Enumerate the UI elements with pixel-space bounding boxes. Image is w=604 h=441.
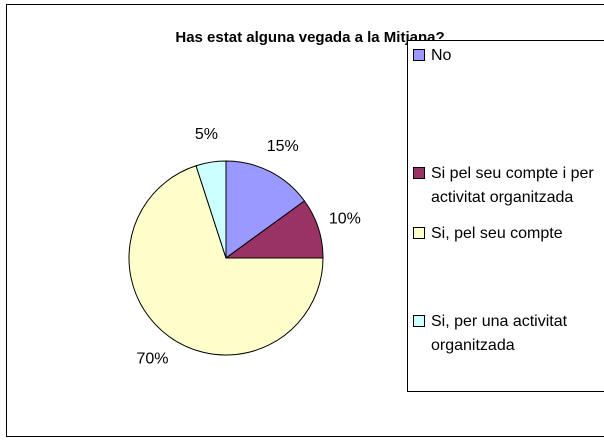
- data-label: 70%: [137, 350, 169, 367]
- legend-item: No: [413, 44, 604, 68]
- legend-label: Si pel seu compte i per activitat organi…: [431, 165, 594, 206]
- legend-label: Si, per una activitat organitzada: [431, 313, 568, 354]
- legend-label: Si, pel seu compte: [431, 225, 563, 242]
- pie-slice: [225, 160, 306, 259]
- pie-slice: [128, 165, 324, 356]
- pie-slice: [195, 160, 227, 259]
- legend-swatch: [413, 315, 425, 327]
- legend-label: No: [431, 47, 452, 64]
- legend-swatch: [413, 49, 425, 61]
- legend-swatch: [413, 227, 425, 239]
- legend: No Si pel seu compte i per activitat orga…: [407, 40, 604, 392]
- data-label: 15%: [267, 138, 299, 155]
- data-label: 10%: [329, 211, 361, 228]
- legend-item: Si, pel seu compte: [413, 222, 604, 246]
- legend-item: Si, per una activitat organitzada: [413, 310, 604, 358]
- legend-swatch: [413, 167, 425, 179]
- chart-title: Has estat alguna vegada a la Mitjana?: [175, 29, 444, 46]
- data-label: 5%: [195, 126, 218, 143]
- legend-item: Si pel seu compte i per activitat organi…: [413, 162, 604, 210]
